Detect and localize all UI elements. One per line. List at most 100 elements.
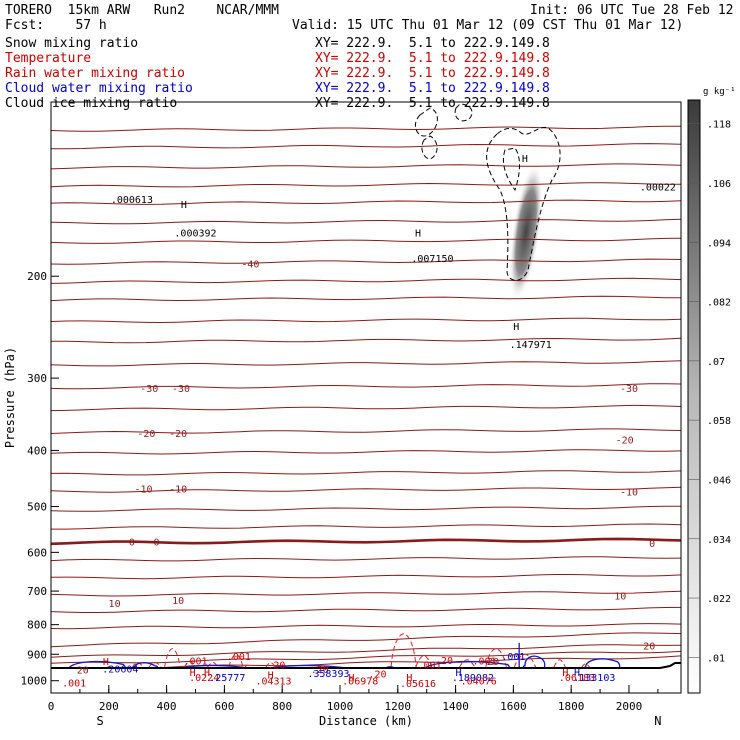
south-label: S: [97, 714, 104, 728]
x-tick-label: 400: [157, 700, 177, 713]
y-tick-label: 200: [27, 270, 47, 283]
field-cloud-water-xy: XY= 222.9. 5.1 to 222.9.149.8: [315, 81, 550, 96]
colorbar-scale: [687, 99, 701, 694]
isotherm-line: [51, 295, 681, 302]
extremum-label: H: [406, 673, 412, 684]
rain-contour: [390, 633, 418, 683]
x-axis-label: Distance (km): [319, 714, 413, 728]
colorbar-unit: g kg⁻¹: [703, 87, 736, 97]
isotherm-line: [51, 644, 681, 658]
extremum-label: .001: [472, 656, 496, 667]
y-tick-label: 1000: [21, 675, 48, 688]
colorbar-label: .022: [707, 594, 731, 605]
extremum-label: .000392: [174, 228, 216, 239]
colorbar-label: .082: [707, 298, 731, 309]
ice-contour-plume: [486, 126, 561, 281]
temperature-contour-label: -40: [241, 259, 259, 270]
isotherm-line: [51, 632, 681, 648]
terrain-line: [51, 662, 681, 669]
isotherm-line: [51, 606, 681, 613]
temperature-contour-label: 0: [649, 539, 655, 550]
ice-contour-small: [415, 107, 438, 137]
extremum-label: .20: [435, 656, 453, 667]
isotherm-line: [51, 404, 681, 412]
temperature-contour-label: 10: [109, 599, 121, 610]
isotherm-line: [51, 143, 681, 150]
extremum-label: .20604: [102, 664, 138, 675]
colorbar-label: .058: [707, 416, 731, 427]
rain-contour: [101, 666, 117, 683]
extremum-label: H: [204, 668, 210, 679]
extremum-label: H: [562, 668, 568, 679]
y-tick-label: 700: [27, 585, 47, 598]
x-tick-label: 2000: [616, 700, 643, 713]
field-temperature-xy: XY= 222.9. 5.1 to 222.9.149.8: [315, 51, 550, 66]
extremum-label: H: [268, 671, 274, 682]
y-axis-label: Pressure (hPa): [3, 347, 17, 448]
y-tick-label: 600: [27, 546, 47, 559]
temperature-contour-label: -10: [620, 488, 638, 499]
rain-contour: [483, 648, 509, 683]
init-time: Init: 06 UTC Tue 28 Feb 12: [530, 3, 734, 18]
field-rain-name: Rain water mixing ratio: [5, 66, 186, 81]
extremum-label: H: [513, 322, 519, 333]
ice-contour-top: [454, 103, 473, 122]
plot-frame: [50, 101, 682, 694]
extremum-label: .000613: [111, 195, 153, 206]
temperature-contour-label: 0: [153, 538, 159, 549]
temperature-contour-label: -30: [140, 384, 158, 395]
isotherm-line: [51, 163, 681, 170]
temperature-contour-label: 0: [129, 538, 135, 549]
y-tick-label: 400: [27, 444, 47, 457]
extremum-label: H: [522, 154, 528, 165]
temperature-contour-label: 20: [487, 657, 499, 668]
isotherm-line: [51, 523, 681, 530]
y-tick-label: 300: [27, 372, 47, 385]
colorbar-label: .046: [707, 475, 731, 486]
y-tick-label: 800: [27, 619, 47, 632]
x-tick-label: 1000: [327, 700, 354, 713]
extremum-label: .133103: [573, 673, 615, 684]
isotherm-line: [51, 317, 681, 324]
terrain-surface: [51, 663, 681, 693]
x-tick-label: 600: [214, 700, 234, 713]
temperature-contour-label: -10: [134, 484, 152, 495]
north-label: N: [654, 714, 661, 728]
colorbar-label: .118: [707, 120, 731, 131]
isotherm-line: [51, 277, 681, 284]
colorbar-label: .07: [707, 357, 725, 368]
extremum-label: .007150: [411, 254, 453, 265]
field-snow-xy: XY= 222.9. 5.1 to 222.9.149.8: [315, 36, 550, 51]
forecast-hour: Fcst: 57 h: [5, 18, 107, 33]
field-cloud-water-name: Cloud water mixing ratio: [5, 81, 193, 96]
isotherm-line: [51, 199, 681, 205]
extremum-label: .001: [62, 679, 86, 690]
snow-shading-core: [509, 162, 543, 302]
isotherm-line: [51, 556, 681, 562]
temperature-contour-label: 10: [172, 596, 184, 607]
field-cloud-ice-xy: XY= 222.9. 5.1 to 222.9.149.8: [315, 96, 550, 111]
field-cloud-ice-name: Cloud ice mixing ratio: [5, 96, 178, 111]
colorbar-label: .034: [707, 535, 731, 546]
valid-time: Valid: 15 UTC Thu 01 Mar 12 (09 CST Thu …: [292, 18, 684, 33]
extremum-label: H: [349, 673, 355, 684]
temperature-contour-label: 20: [643, 642, 655, 653]
y-tick-label: 900: [27, 648, 47, 661]
temperature-contour-label: -20: [169, 429, 187, 440]
x-tick-label: 800: [272, 700, 292, 713]
isotherm-line: [51, 182, 681, 188]
extremum-label: .06183: [559, 673, 595, 684]
extremum-label: .25777: [209, 673, 245, 684]
extremum-label: .0224: [189, 673, 219, 684]
isotherm-line: [51, 428, 681, 434]
isotherm-line: [51, 125, 681, 132]
temperature-contour-label: 20: [77, 665, 89, 676]
extremum-label: H: [181, 200, 187, 211]
field-snow-name: Snow mixing ratio: [5, 36, 139, 51]
x-tick-label: 1400: [442, 700, 469, 713]
temperature-contour-label: 10: [614, 591, 626, 602]
isotherm-line: [51, 449, 681, 455]
field-rain-xy: XY= 222.9. 5.1 to 222.9.149.8: [315, 66, 550, 81]
model-title: TORERO 15km ARW Run2 NCAR/MMM: [5, 3, 279, 18]
